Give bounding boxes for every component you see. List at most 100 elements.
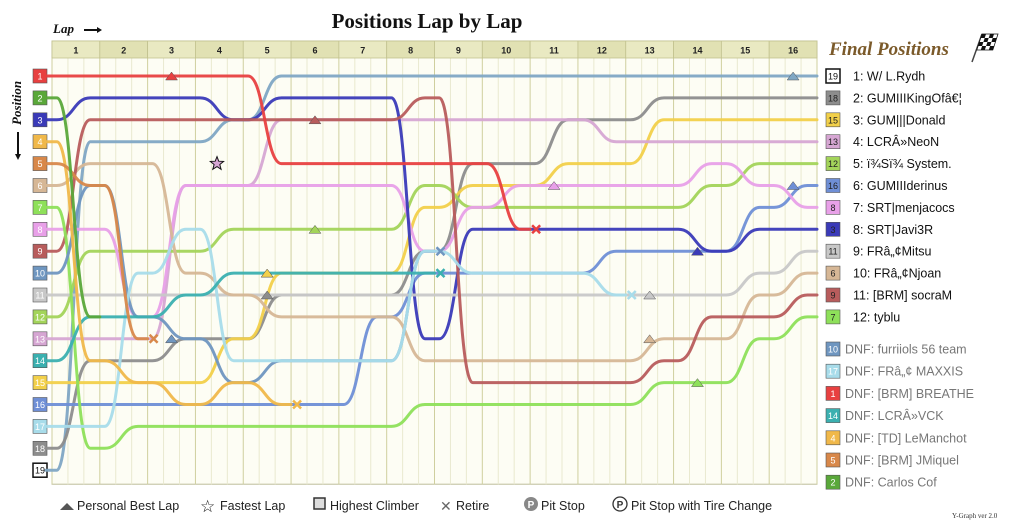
personal-best-icon bbox=[60, 503, 74, 510]
checkered-flag-icon bbox=[971, 33, 999, 63]
position-tick-label: 2 bbox=[37, 93, 42, 103]
retire-marker bbox=[148, 333, 159, 344]
final-position-entry: 1: W/ L.Rydh bbox=[853, 70, 925, 84]
series-line-car-19 bbox=[44, 74, 819, 472]
dnf-car-number: 4 bbox=[830, 433, 835, 443]
lap-tick-label: 2 bbox=[121, 46, 126, 56]
series-line-car-12 bbox=[44, 162, 819, 319]
position-tick-label: 4 bbox=[37, 137, 42, 147]
position-tick-label: 7 bbox=[37, 203, 42, 213]
position-tick-label: 12 bbox=[35, 312, 45, 322]
lap-tick-label: 6 bbox=[312, 46, 317, 56]
final-positions-list: 19 1: W/ L.Rydh 18 2: GUMIIIKingOfâ€¦ 15 3: G… bbox=[825, 68, 962, 324]
series-line-car-3 bbox=[44, 96, 819, 341]
final-position-entry: 2: GUMIIIKingOfâ€¦ bbox=[853, 91, 962, 105]
series-line-car-1 bbox=[44, 74, 532, 231]
lap-tick-label: 12 bbox=[597, 46, 607, 56]
lap-header: 1 2 3 4 5 6 7 8 9 10 11 12 13 14 15 16 bbox=[51, 40, 818, 59]
position-tick-label: 6 bbox=[37, 181, 42, 191]
personal-best-marker bbox=[643, 334, 657, 344]
final-positions-title: Final Positions bbox=[828, 39, 949, 60]
dnf-entry: DNF: [BRM] BREATHE bbox=[845, 387, 974, 401]
lap-tick-label: 16 bbox=[788, 46, 798, 56]
position-tick-label: 3 bbox=[37, 115, 42, 125]
legend-pit-tire: Pit Stop with Tire Change bbox=[631, 499, 772, 513]
final-car-number: 16 bbox=[828, 181, 838, 191]
position-tick-label: 10 bbox=[35, 269, 45, 279]
series-line-car-15 bbox=[44, 118, 819, 385]
version-label: Y-Graph ver 2.0 bbox=[952, 512, 998, 520]
series-line-car-11 bbox=[44, 249, 819, 297]
personal-best-marker bbox=[547, 181, 561, 190]
final-car-box bbox=[825, 178, 841, 193]
position-tick-label: 5 bbox=[37, 159, 42, 169]
lap-tick-label: 3 bbox=[169, 46, 174, 56]
series-line-car-17 bbox=[44, 227, 628, 428]
dnf-list: 10 DNF: furriiols 56 team 17 DNF: FRâ„¢ MAX… bbox=[825, 341, 974, 490]
personal-best-marker bbox=[260, 268, 274, 278]
lap-tick-label: 4 bbox=[217, 46, 222, 56]
position-tick-label: 18 bbox=[35, 444, 45, 454]
lap-tick-label: 14 bbox=[692, 46, 702, 56]
x-axis-arrowhead bbox=[97, 27, 102, 33]
final-car-number: 12 bbox=[828, 159, 838, 169]
final-car-box bbox=[825, 222, 841, 237]
dnf-car-number: 10 bbox=[828, 345, 838, 355]
dnf-car-number: 1 bbox=[830, 389, 835, 399]
final-position-entry: 12: tyblu bbox=[853, 310, 900, 324]
series-line-car-9 bbox=[44, 96, 819, 385]
final-car-number: 19 bbox=[828, 72, 838, 82]
final-car-number: 11 bbox=[828, 247, 837, 257]
legend: Personal Best Lap ☆ Fastest Lap Highest … bbox=[60, 496, 772, 517]
final-car-number: 9 bbox=[830, 291, 835, 301]
final-position-entry: 3: GUM|||Donald bbox=[853, 113, 945, 127]
personal-best-marker bbox=[786, 71, 800, 81]
position-tick-label: 11 bbox=[35, 291, 44, 301]
final-position-entry: 6: GUMIIIderinus bbox=[853, 179, 947, 193]
series-line-car-5 bbox=[44, 162, 150, 341]
position-tick-label: 17 bbox=[35, 422, 45, 432]
climber-icon bbox=[313, 497, 326, 510]
star-icon: ☆ bbox=[200, 497, 215, 517]
series-line-car-14 bbox=[44, 271, 436, 363]
dnf-car-box bbox=[825, 386, 841, 401]
final-car-box bbox=[825, 287, 841, 303]
y-axis-arrowhead bbox=[15, 154, 21, 160]
pit-tire-icon bbox=[612, 496, 628, 512]
position-tick-label: 1 bbox=[37, 72, 42, 82]
final-car-number: 18 bbox=[828, 93, 838, 103]
dnf-car-box bbox=[825, 408, 841, 423]
lap-tick-label: 7 bbox=[360, 46, 365, 56]
final-car-box bbox=[825, 243, 841, 259]
plot-grid bbox=[51, 40, 818, 485]
position-tick-label: 15 bbox=[35, 378, 45, 388]
legend-retire: Retire bbox=[456, 499, 489, 513]
final-car-number: 3 bbox=[830, 225, 835, 235]
final-car-box bbox=[825, 112, 841, 128]
fastest-lap-marker bbox=[208, 155, 225, 171]
personal-best-marker bbox=[165, 334, 179, 344]
series-line-car-13 bbox=[44, 118, 819, 341]
legend-fastest: Fastest Lap bbox=[220, 499, 285, 513]
dnf-car-box bbox=[825, 452, 841, 468]
personal-best-marker bbox=[690, 378, 704, 387]
final-position-entry: 5: ï¾Sï¾ System. bbox=[853, 157, 952, 171]
final-car-number: 15 bbox=[828, 115, 838, 125]
legend-pit-stop: Pit Stop bbox=[541, 499, 585, 513]
position-tick-label: 9 bbox=[37, 247, 42, 257]
pit-stop-icon-letter: P bbox=[528, 500, 535, 511]
final-car-number: 7 bbox=[830, 312, 835, 322]
personal-best-marker bbox=[786, 181, 800, 190]
position-tick-label: 19 bbox=[35, 466, 45, 476]
dnf-entry: DNF: furriiols 56 team bbox=[845, 343, 967, 357]
final-position-entry: 10: FRâ„¢Njoan bbox=[853, 267, 941, 281]
personal-best-marker bbox=[690, 246, 704, 256]
final-position-entry: 8: SRT|Javi3R bbox=[853, 223, 933, 237]
final-car-box bbox=[825, 134, 841, 149]
dnf-entry: DNF: [TD] LeManchot bbox=[845, 431, 967, 445]
lap-tick-label: 9 bbox=[456, 46, 461, 56]
dnf-entry: DNF: Carlos Cof bbox=[845, 476, 937, 490]
lap-tick-label: 11 bbox=[549, 46, 559, 56]
